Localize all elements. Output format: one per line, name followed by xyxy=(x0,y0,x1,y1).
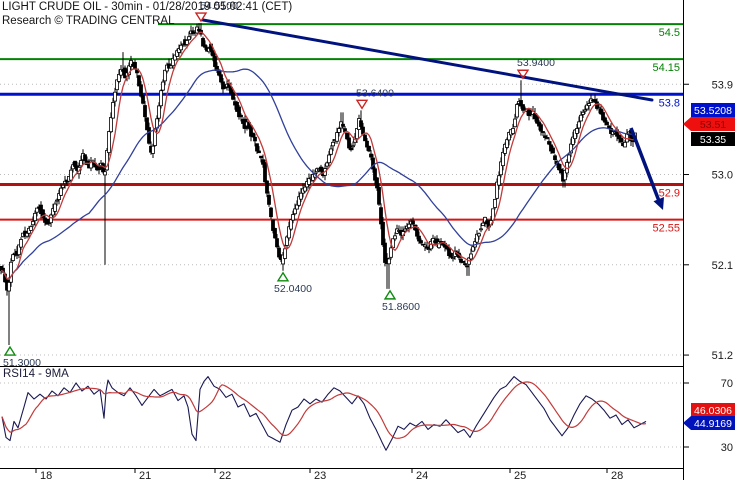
price-axis-ticks: 53.9 53.0 52.1 51.2 70 30 xyxy=(683,79,733,454)
level-label-54.5: 54.5 xyxy=(659,27,680,39)
rsi-badge-46.0306: 46.0306 xyxy=(691,403,735,417)
badge-value: 44.9169 xyxy=(694,418,732,430)
rsi-panel-bg xyxy=(0,367,683,480)
level-label-52.55: 52.55 xyxy=(652,223,680,235)
pivot-price-label: 54.5100 xyxy=(200,0,238,12)
ma-slow-line xyxy=(0,68,636,281)
time-tick-label: 18 xyxy=(40,470,52,480)
level-label-54.15: 54.15 xyxy=(652,62,680,74)
price-tick-label: 52.1 xyxy=(712,260,733,272)
peak-marker-icon xyxy=(194,12,208,23)
time-tick-label: 21 xyxy=(139,470,151,480)
badge-arrow-icon xyxy=(683,416,691,430)
peak-marker-icon xyxy=(355,99,369,110)
time-tick-label: 28 xyxy=(611,470,623,480)
badge-value: 53.5208 xyxy=(694,105,732,117)
badge-value: 53.51 xyxy=(700,119,726,131)
time-tick-label: 23 xyxy=(314,470,326,480)
price-badge-53.51: 53.51 xyxy=(683,117,735,131)
badge-value: 46.0306 xyxy=(694,405,732,417)
peak-marker-icon xyxy=(516,69,530,80)
price-badge-53.5208: 53.5208 xyxy=(691,103,735,117)
price-tick-label: 53.0 xyxy=(712,170,733,182)
pivot-price-label: 51.8600 xyxy=(382,301,420,313)
price-tick-label: 53.9 xyxy=(712,79,733,91)
chart-research-credit: Research © TRADING CENTRAL xyxy=(2,15,175,27)
price-tick-label: 51.2 xyxy=(712,350,733,362)
rsi-tick-label: 70 xyxy=(721,378,733,390)
trendline xyxy=(201,18,654,102)
level-label-53.8: 53.8 xyxy=(659,97,680,109)
axes xyxy=(0,0,684,480)
time-tick-label: 22 xyxy=(219,470,231,480)
badge-value: 53.35 xyxy=(700,134,726,146)
pivot-price-label: 53.9400 xyxy=(517,57,555,69)
arrowhead-icon xyxy=(653,197,664,210)
pivot-price-label: 52.0400 xyxy=(274,283,312,295)
time-tick-label: 25 xyxy=(514,470,526,480)
price-badge-53.35: 53.35 xyxy=(691,132,735,146)
rsi-badge-44.9169: 44.9169 xyxy=(683,416,735,430)
ma-fast-line xyxy=(0,31,636,281)
badge-arrow-icon xyxy=(683,117,691,131)
trough-marker-icon xyxy=(3,345,17,356)
trough-marker-icon xyxy=(276,271,290,282)
time-axis-ticks: 18 21 22 23 24 25 28 xyxy=(35,468,623,480)
rsi-ma-line xyxy=(1,381,647,439)
time-tick-label: 24 xyxy=(416,470,428,480)
chart-title: LIGHT CRUDE OIL - 30min - 01/28/2019 05:… xyxy=(2,1,293,13)
level-label-52.9: 52.9 xyxy=(659,188,680,200)
rsi-indicator-label: RSI14 - 9MA xyxy=(3,368,69,380)
pivot-annotations: 54.510053.940053.640052.040051.860051.30… xyxy=(3,0,555,369)
forecast-arrow xyxy=(629,127,664,210)
rsi-tick-label: 30 xyxy=(721,442,733,454)
rsi-line xyxy=(1,376,647,451)
pivot-price-label: 53.6400 xyxy=(356,87,394,99)
trough-marker-icon xyxy=(383,289,397,300)
